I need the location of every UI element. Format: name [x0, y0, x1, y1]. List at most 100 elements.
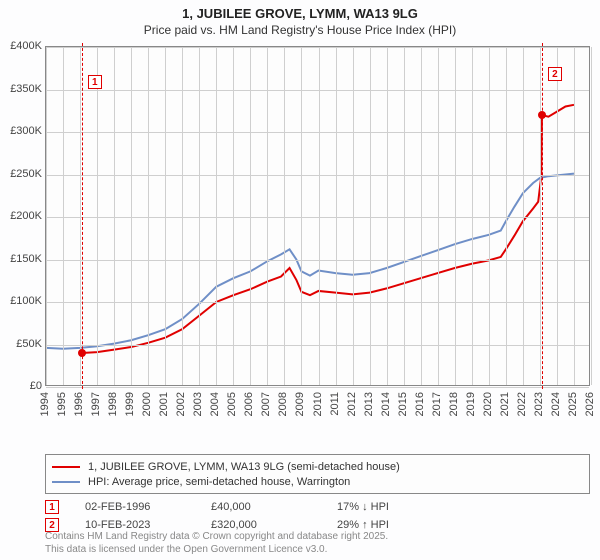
legend-swatch — [52, 481, 80, 483]
x-tick-label: 2000 — [141, 392, 153, 416]
marker-box-2: 2 — [548, 67, 562, 81]
x-tick-label: 2005 — [226, 392, 238, 416]
grid-vertical — [370, 47, 371, 385]
y-tick-label: £100K — [0, 295, 42, 307]
x-tick-label: 2015 — [397, 392, 409, 416]
x-tick-label: 2025 — [567, 392, 579, 416]
x-tick-label: 2008 — [277, 392, 289, 416]
x-tick-label: 2006 — [243, 392, 255, 416]
grid-vertical — [46, 47, 47, 385]
x-tick-label: 1997 — [90, 392, 102, 416]
grid-vertical — [199, 47, 200, 385]
attribution-line-1: Contains HM Land Registry data © Crown c… — [45, 531, 388, 544]
x-tick-label: 2018 — [448, 392, 460, 416]
grid-vertical — [353, 47, 354, 385]
annotation-date: 10-FEB-2023 — [85, 519, 185, 531]
attribution-text: Contains HM Land Registry data © Crown c… — [45, 531, 388, 556]
x-tick-label: 2019 — [465, 392, 477, 416]
y-tick-label: £350K — [0, 83, 42, 95]
x-tick-label: 2017 — [431, 392, 443, 416]
grid-horizontal — [46, 90, 589, 91]
x-tick-label: 1995 — [56, 392, 68, 416]
y-tick-label: £200K — [0, 210, 42, 222]
grid-vertical — [319, 47, 320, 385]
annotation-price: £320,000 — [211, 519, 311, 531]
legend-row: HPI: Average price, semi-detached house,… — [52, 474, 583, 489]
marker-line-1 — [82, 43, 83, 389]
grid-vertical — [421, 47, 422, 385]
x-tick-label: 2001 — [158, 392, 170, 416]
grid-vertical — [233, 47, 234, 385]
x-tick-label: 2011 — [329, 392, 341, 416]
plot-region: 12 — [45, 46, 590, 386]
marker-box-1: 1 — [88, 75, 102, 89]
grid-vertical — [148, 47, 149, 385]
series-hpi — [46, 174, 574, 349]
grid-vertical — [165, 47, 166, 385]
y-tick-label: £250K — [0, 168, 42, 180]
y-tick-label: £0 — [0, 380, 42, 392]
legend-label: HPI: Average price, semi-detached house,… — [88, 476, 350, 488]
grid-vertical — [336, 47, 337, 385]
grid-vertical — [216, 47, 217, 385]
annotation-delta: 29% ↑ HPI — [337, 519, 437, 531]
grid-vertical — [63, 47, 64, 385]
x-tick-label: 2016 — [414, 392, 426, 416]
grid-vertical — [404, 47, 405, 385]
x-tick-label: 2022 — [516, 392, 528, 416]
x-tick-label: 2010 — [312, 392, 324, 416]
grid-vertical — [489, 47, 490, 385]
x-tick-label: 2026 — [584, 392, 596, 416]
grid-horizontal — [46, 260, 589, 261]
marker-dot-1 — [78, 349, 86, 357]
annotation-date: 02-FEB-1996 — [85, 501, 185, 513]
line-svg — [46, 47, 589, 385]
y-tick-label: £300K — [0, 125, 42, 137]
x-tick-label: 2004 — [209, 392, 221, 416]
grid-vertical — [267, 47, 268, 385]
grid-vertical — [182, 47, 183, 385]
grid-vertical — [97, 47, 98, 385]
x-tick-label: 2003 — [192, 392, 204, 416]
grid-vertical — [523, 47, 524, 385]
series-price_paid — [82, 105, 574, 353]
y-tick-label: £50K — [0, 338, 42, 350]
y-tick-label: £400K — [0, 40, 42, 52]
annotation-price: £40,000 — [211, 501, 311, 513]
grid-horizontal — [46, 345, 589, 346]
grid-vertical — [284, 47, 285, 385]
grid-vertical — [472, 47, 473, 385]
annotation-marker: 2 — [45, 518, 59, 532]
grid-vertical — [591, 47, 592, 385]
grid-vertical — [540, 47, 541, 385]
title-line-1: 1, JUBILEE GROVE, LYMM, WA13 9LG — [0, 6, 600, 21]
marker-dot-2 — [538, 111, 546, 119]
y-tick-label: £150K — [0, 253, 42, 265]
x-tick-label: 2020 — [482, 392, 494, 416]
title-line-2: Price paid vs. HM Land Registry's House … — [0, 23, 600, 37]
grid-horizontal — [46, 302, 589, 303]
x-tick-label: 2002 — [175, 392, 187, 416]
legend-swatch — [52, 466, 80, 468]
attribution-line-2: This data is licensed under the Open Gov… — [45, 544, 388, 557]
grid-vertical — [557, 47, 558, 385]
grid-horizontal — [46, 175, 589, 176]
x-tick-label: 1994 — [39, 392, 51, 416]
x-tick-label: 2009 — [294, 392, 306, 416]
grid-vertical — [131, 47, 132, 385]
grid-horizontal — [46, 132, 589, 133]
x-tick-label: 2007 — [260, 392, 272, 416]
x-tick-label: 2024 — [550, 392, 562, 416]
x-tick-label: 1998 — [107, 392, 119, 416]
annotation-table: 102-FEB-1996£40,00017% ↓ HPI210-FEB-2023… — [45, 498, 590, 534]
legend-box: 1, JUBILEE GROVE, LYMM, WA13 9LG (semi-d… — [45, 454, 590, 494]
x-tick-label: 1996 — [73, 392, 85, 416]
legend-row: 1, JUBILEE GROVE, LYMM, WA13 9LG (semi-d… — [52, 459, 583, 474]
grid-horizontal — [46, 217, 589, 218]
x-tick-label: 2013 — [363, 392, 375, 416]
x-tick-label: 2012 — [346, 392, 358, 416]
marker-line-2 — [542, 43, 543, 389]
grid-vertical — [455, 47, 456, 385]
grid-vertical — [438, 47, 439, 385]
x-tick-label: 2021 — [499, 392, 511, 416]
